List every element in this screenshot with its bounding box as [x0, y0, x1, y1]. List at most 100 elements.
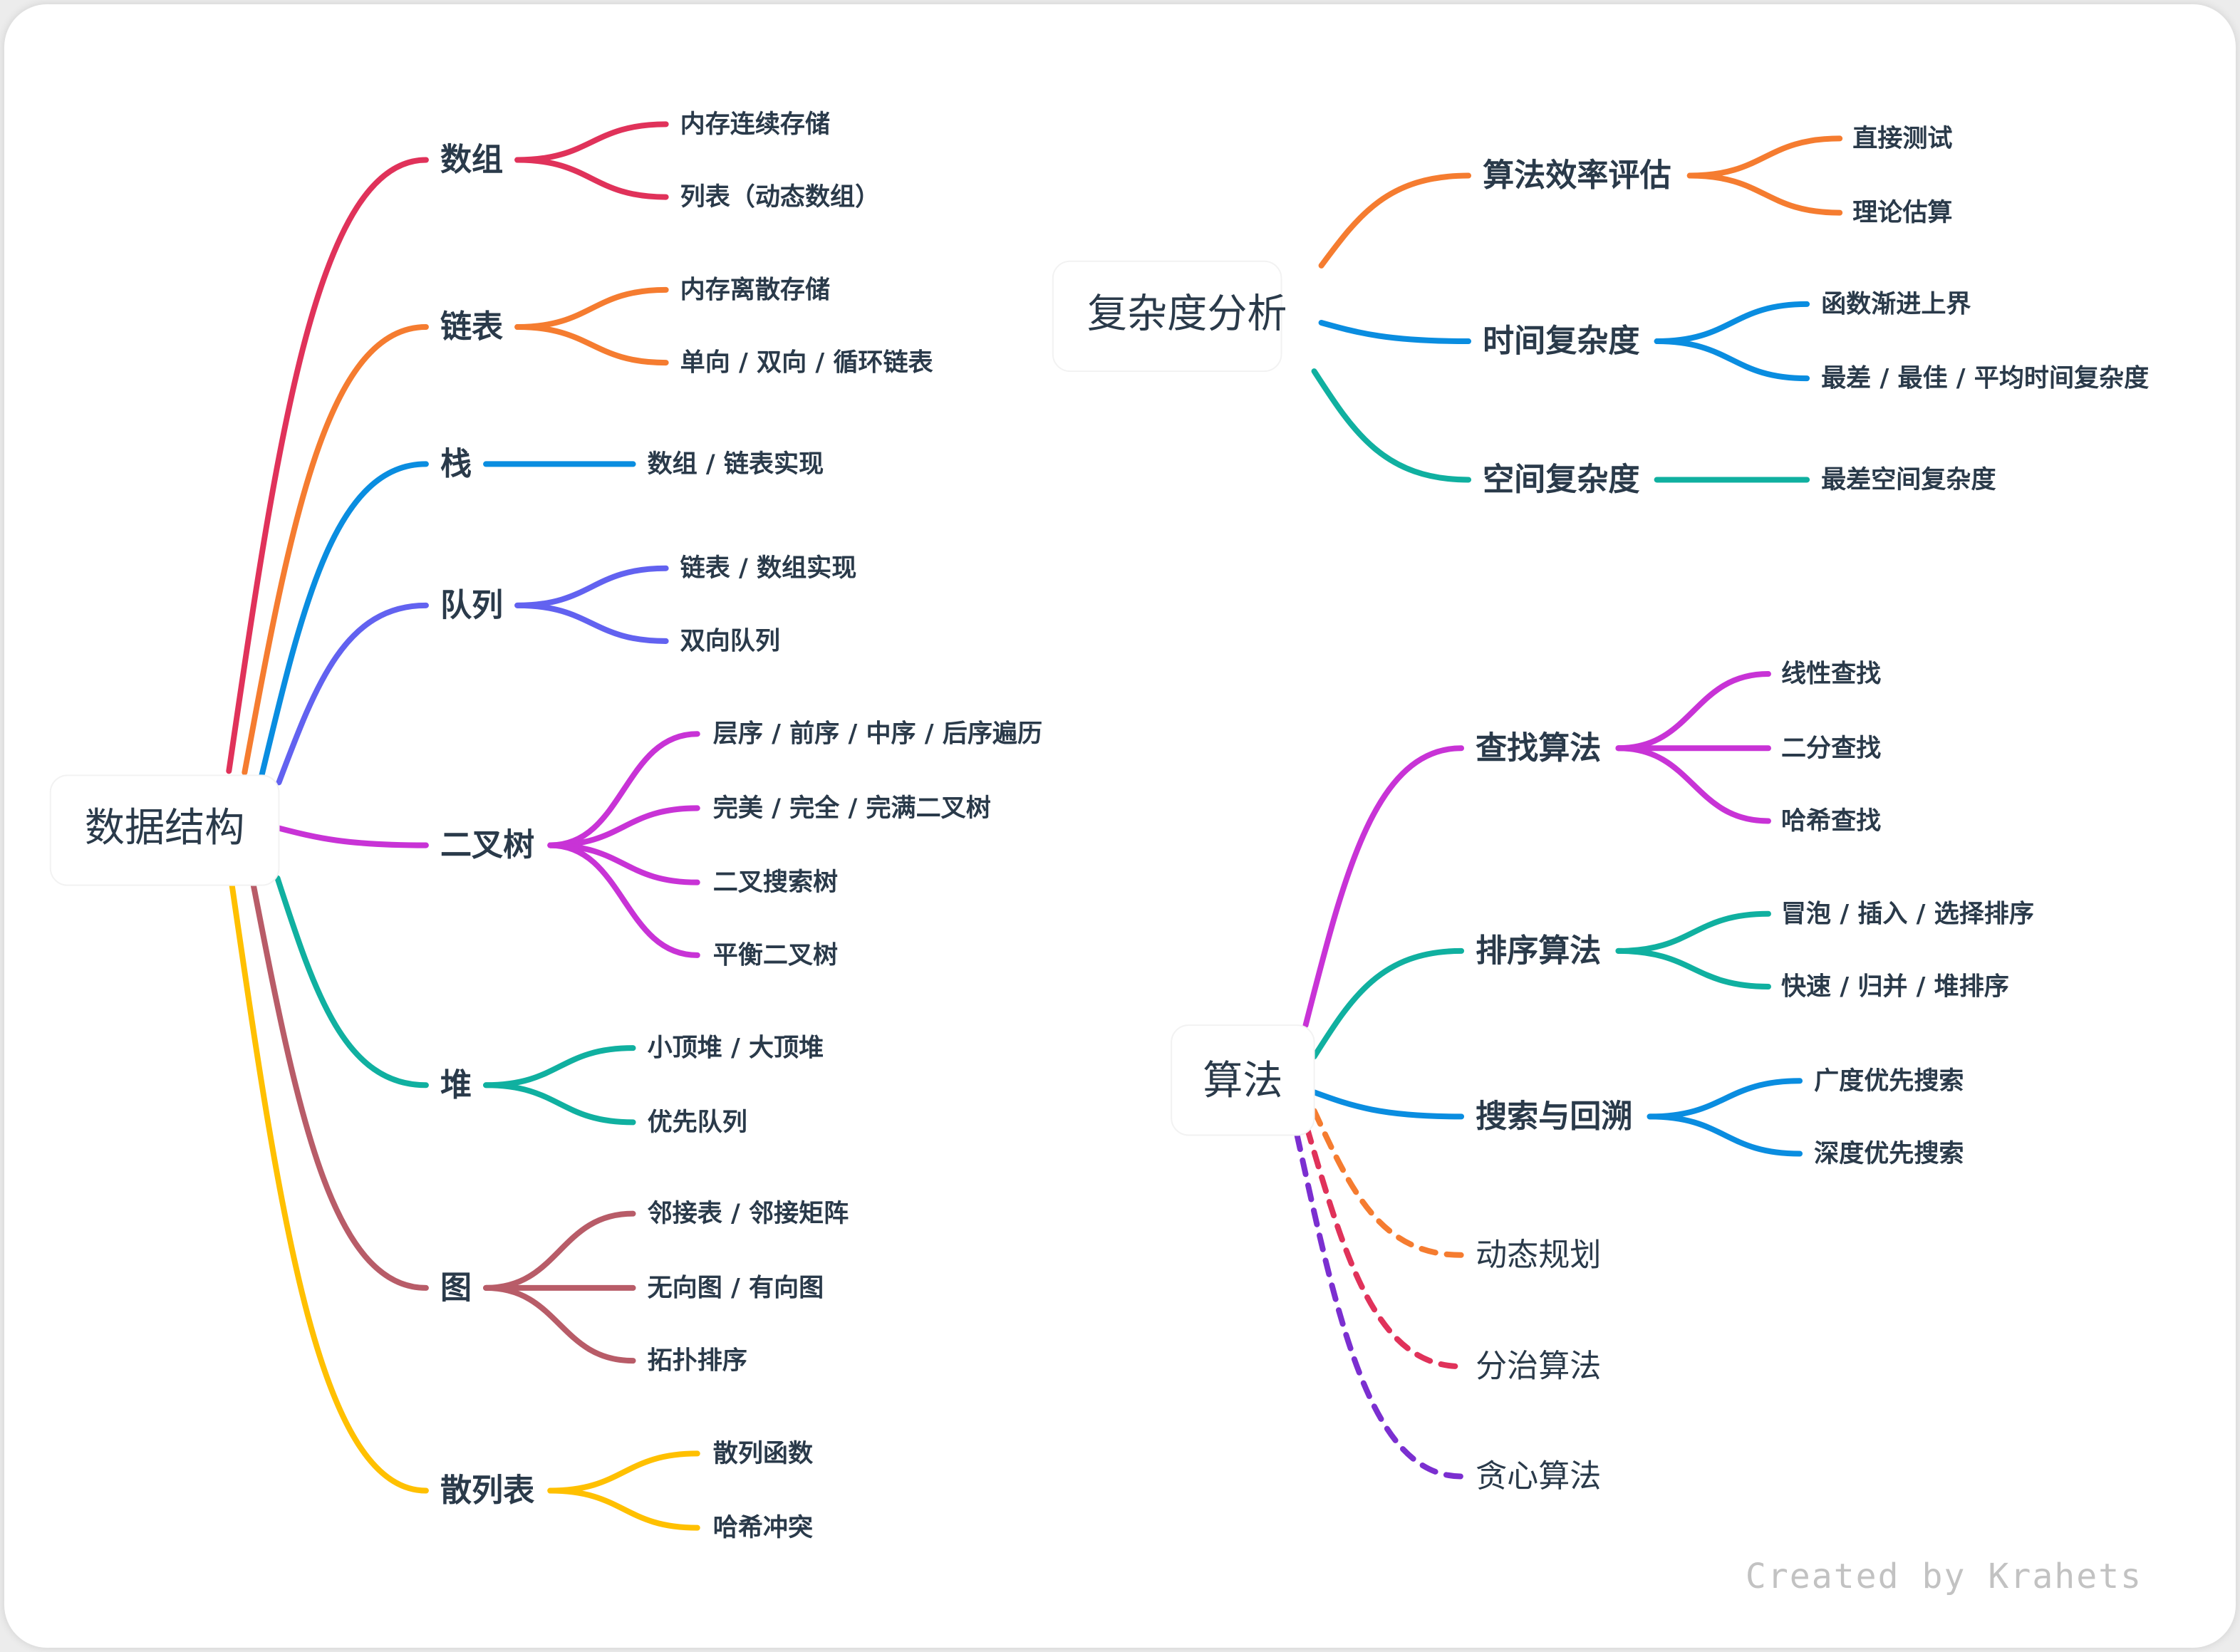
branch-connector — [276, 825, 429, 848]
branch: 动态规划 — [1311, 1108, 1601, 1273]
branch-topic[interactable]: 空间复杂度 — [1483, 462, 1639, 498]
leaf-connector — [1654, 301, 1810, 345]
leaf-topic[interactable]: 优先队列 — [648, 1108, 747, 1137]
branch: 分治算法 — [1304, 1125, 1601, 1385]
branch: 栈 数组 / 链表实现 — [259, 446, 824, 779]
leaf-connector — [483, 1210, 636, 1291]
root-topic-box[interactable] — [1171, 1024, 1315, 1136]
branch-connector — [226, 157, 429, 774]
branch-connector — [259, 461, 429, 779]
leaf-topic[interactable]: 双向队列 — [680, 626, 780, 655]
leaf-topic[interactable]: 散列函数 — [713, 1439, 814, 1468]
leaf-connector — [547, 731, 700, 848]
leaf-connector — [547, 1450, 700, 1494]
branch-connector — [1311, 368, 1472, 483]
root-topic-box[interactable] — [49, 774, 280, 886]
branch-connector — [1302, 745, 1465, 1029]
leaf-topic[interactable]: 最差 / 最佳 / 平均时间复杂度 — [1821, 364, 2149, 393]
leaf-topic[interactable]: 最差空间复杂度 — [1821, 465, 1996, 494]
branch-topic[interactable]: 排序算法 — [1476, 933, 1601, 969]
branch-connector — [274, 875, 429, 1089]
branch-topic[interactable]: 贪心算法 — [1476, 1458, 1601, 1495]
leaf-connector — [1647, 1078, 1803, 1120]
leaf-topic[interactable]: 二叉搜索树 — [713, 868, 838, 897]
root-topic-box[interactable] — [1052, 260, 1282, 373]
branch-topic[interactable]: 链表 — [440, 308, 503, 345]
leaf-connector — [1615, 947, 1771, 989]
branch-connector — [1304, 1125, 1465, 1370]
branch-connector — [1294, 1132, 1465, 1480]
leaf-topic[interactable]: 深度优先搜索 — [1814, 1139, 1964, 1168]
branch-connector — [1311, 1089, 1465, 1120]
leaf-topic[interactable]: 内存离散存储 — [680, 275, 830, 304]
leaf-topic[interactable]: 内存连续存储 — [680, 110, 830, 139]
leaf-connector — [1615, 671, 1771, 752]
leaf-connector — [483, 1045, 636, 1089]
branch-topic[interactable]: 数组 — [440, 142, 503, 178]
leaf-topic[interactable]: 函数渐进上界 — [1821, 289, 1971, 318]
branch-connector — [250, 880, 429, 1291]
leaf-topic[interactable]: 层序 / 前序 / 中序 / 后序遍历 — [713, 719, 1042, 749]
leaf-topic[interactable]: 哈希查找 — [1781, 806, 1881, 836]
leaf-connector — [483, 1082, 636, 1126]
leaf-topic[interactable]: 二分查找 — [1781, 734, 1881, 763]
branch: 空间复杂度 最差空间复杂度 — [1311, 368, 1996, 498]
leaf-topic[interactable]: 线性查找 — [1781, 660, 1881, 689]
leaf-connector — [1615, 910, 1771, 954]
branch-connector — [1318, 172, 1472, 269]
branch-topic[interactable]: 时间复杂度 — [1483, 323, 1639, 360]
branch-topic[interactable]: 堆 — [440, 1067, 472, 1103]
leaf-topic[interactable]: 理论估算 — [1852, 198, 1952, 227]
leaf-connector — [483, 1284, 636, 1364]
branch-topic[interactable]: 算法效率评估 — [1483, 157, 1671, 194]
branch-topic[interactable]: 动态规划 — [1476, 1237, 1601, 1273]
branch-connector — [276, 602, 429, 786]
leaf-topic[interactable]: 快速 / 归并 / 堆排序 — [1781, 972, 2009, 1001]
branch-topic[interactable]: 二叉树 — [440, 827, 534, 863]
root-topic-label: 算法 — [1203, 1058, 1282, 1104]
leaf-topic[interactable]: 邻接表 / 邻接矩阵 — [648, 1199, 849, 1228]
leaf-topic[interactable]: 数组 / 链表实现 — [648, 450, 824, 479]
leaf-topic[interactable]: 平衡二叉树 — [713, 940, 838, 970]
leaf-topic[interactable]: 单向 / 双向 / 循环链表 — [680, 348, 933, 378]
branch-topic[interactable]: 栈 — [440, 446, 472, 482]
root-topic-label: 复杂度分析 — [1087, 291, 1287, 337]
leaf-topic[interactable]: 列表（动态数组） — [680, 182, 881, 212]
leaf-connector — [547, 805, 700, 848]
leaf-topic[interactable]: 哈希冲突 — [713, 1513, 813, 1542]
branch-connector — [1318, 319, 1472, 345]
branch-connector — [1311, 1108, 1465, 1258]
leaf-topic[interactable]: 完美 / 完全 / 完满二叉树 — [713, 794, 991, 823]
leaf-topic[interactable]: 小顶堆 / 大顶堆 — [648, 1034, 824, 1063]
branch-topic[interactable]: 分治算法 — [1476, 1349, 1601, 1385]
branch-topic[interactable]: 散列表 — [440, 1472, 534, 1509]
branch-connector — [1311, 947, 1465, 1060]
branch-topic[interactable]: 搜索与回溯 — [1476, 1098, 1632, 1135]
leaf-connector — [1654, 338, 1810, 382]
branch-topic[interactable]: 查找算法 — [1476, 730, 1601, 767]
leaf-connector — [1647, 1113, 1803, 1157]
leaf-topic[interactable]: 拓扑排序 — [648, 1346, 747, 1376]
leaf-topic[interactable]: 冒泡 / 插入 / 选择排序 — [1781, 899, 2034, 928]
leaf-topic[interactable]: 无向图 / 有向图 — [648, 1273, 824, 1302]
branch-topic[interactable]: 队列 — [440, 587, 503, 623]
leaf-connector — [514, 602, 669, 644]
leaf-connector — [514, 286, 669, 330]
leaf-connector — [1615, 745, 1771, 824]
leaf-topic[interactable]: 直接测试 — [1852, 124, 1952, 153]
leaf-topic[interactable]: 广度优先搜索 — [1814, 1066, 1964, 1096]
branch-topic[interactable]: 图 — [440, 1269, 472, 1306]
leaf-topic[interactable]: 链表 / 数组实现 — [680, 554, 857, 583]
leaf-connector — [1686, 172, 1843, 216]
leaf-connector — [547, 1487, 700, 1531]
